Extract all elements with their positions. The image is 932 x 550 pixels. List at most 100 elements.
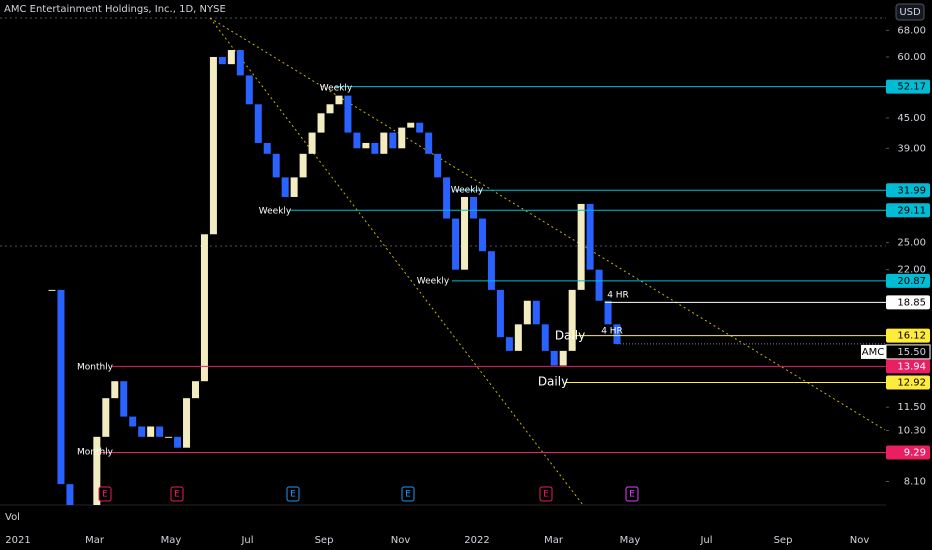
- level-badge: [886, 273, 930, 288]
- candle: [120, 381, 128, 417]
- y-tick-label: 60.00: [897, 52, 926, 63]
- candle: [344, 95, 352, 133]
- candle: [568, 289, 576, 351]
- candle: [389, 132, 397, 149]
- candle: [111, 381, 119, 399]
- candle: [416, 122, 424, 133]
- y-tick-label: 45.00: [897, 113, 926, 124]
- candle: [299, 153, 307, 178]
- annotation: Weekly: [320, 84, 353, 94]
- candle: [407, 122, 415, 128]
- candle: [362, 142, 370, 149]
- candle: [461, 196, 469, 270]
- x-tick-label: May: [161, 535, 182, 546]
- candle: [604, 300, 612, 325]
- y-tick-label: 68.00: [897, 25, 926, 36]
- earnings-label: E: [405, 490, 411, 500]
- level-badge: [886, 445, 930, 460]
- candle: [165, 436, 173, 438]
- x-tick-label: Nov: [850, 535, 870, 546]
- earnings-label: E: [174, 490, 180, 500]
- level-badge: [886, 79, 930, 94]
- x-tick-label: 2021: [5, 535, 30, 546]
- volume-label: Vol: [5, 512, 20, 523]
- y-tick-label: 11.50: [897, 402, 926, 413]
- candle: [245, 75, 253, 105]
- earnings-marker: [286, 486, 300, 502]
- candle: [487, 251, 495, 290]
- candle: [532, 300, 540, 325]
- candle: [470, 196, 478, 219]
- candle: [254, 104, 262, 143]
- candle: [541, 324, 549, 351]
- candle: [559, 350, 567, 366]
- candle: [353, 132, 361, 149]
- candle: [227, 50, 235, 65]
- x-tick-label: Sep: [774, 535, 793, 546]
- candle: [102, 398, 110, 437]
- candle: [209, 56, 217, 235]
- candle: [272, 153, 280, 178]
- candle: [147, 426, 155, 437]
- candle: [48, 289, 56, 291]
- candle: [505, 337, 513, 351]
- annotation: Monthly: [77, 448, 114, 458]
- level-badge: [886, 183, 930, 198]
- x-tick-label: Mar: [544, 535, 564, 546]
- earnings-marker: [625, 486, 639, 502]
- x-tick-label: Sep: [315, 535, 334, 546]
- level-badge: [886, 203, 930, 218]
- candle: [191, 381, 199, 399]
- earnings-label: E: [629, 490, 635, 500]
- chart-title: AMC Entertainment Holdings, Inc., 1D, NY…: [4, 4, 226, 15]
- candle: [93, 436, 101, 505]
- earnings-label: E: [102, 490, 108, 500]
- candle: [514, 324, 522, 351]
- candle: [613, 324, 621, 344]
- level-label: 31.99: [897, 185, 926, 196]
- level-label: 52.17: [897, 82, 926, 93]
- y-tick-label: 10.30: [897, 426, 926, 437]
- level-label: 18.85: [897, 297, 926, 308]
- earnings-marker: [170, 486, 184, 502]
- candle: [586, 203, 594, 270]
- earnings-marker: [539, 486, 553, 502]
- candle: [434, 153, 442, 178]
- candle: [183, 398, 191, 448]
- candle: [200, 234, 208, 382]
- level-badge: [886, 375, 930, 390]
- candles: [48, 50, 621, 505]
- annotation: Daily: [555, 329, 585, 343]
- candle: [335, 95, 343, 105]
- candle: [550, 350, 558, 366]
- annotation: Weekly: [417, 277, 450, 287]
- annotation: Weekly: [259, 207, 292, 217]
- x-tick-label: May: [620, 535, 641, 546]
- level-label: 9.29: [904, 447, 926, 458]
- candle: [478, 218, 486, 252]
- candle: [138, 426, 146, 437]
- level-badge: [886, 359, 930, 374]
- candle: [57, 289, 65, 485]
- earnings-marker: [401, 486, 415, 502]
- candle: [496, 289, 504, 338]
- level-label: 20.87: [897, 276, 926, 287]
- currency-button[interactable]: [895, 3, 925, 21]
- candle: [66, 484, 74, 505]
- annotation: 4 HR: [607, 291, 629, 301]
- level-badge: [886, 328, 930, 343]
- candle: [443, 177, 451, 219]
- currency[interactable]: USD: [899, 7, 921, 18]
- x-tick-label: 2022: [464, 535, 489, 546]
- candle: [371, 142, 379, 154]
- y-tick-label: 25.00: [897, 238, 926, 249]
- symbol: AMC: [862, 347, 884, 358]
- y-tick-label: 22.00: [897, 265, 926, 276]
- annotation: 4 HR: [601, 327, 623, 337]
- candle: [523, 300, 531, 325]
- level-label: 12.92: [897, 378, 926, 389]
- x-tick-label: Jul: [240, 535, 253, 546]
- y-tick-label: 8.10: [904, 476, 926, 487]
- candle: [380, 132, 388, 154]
